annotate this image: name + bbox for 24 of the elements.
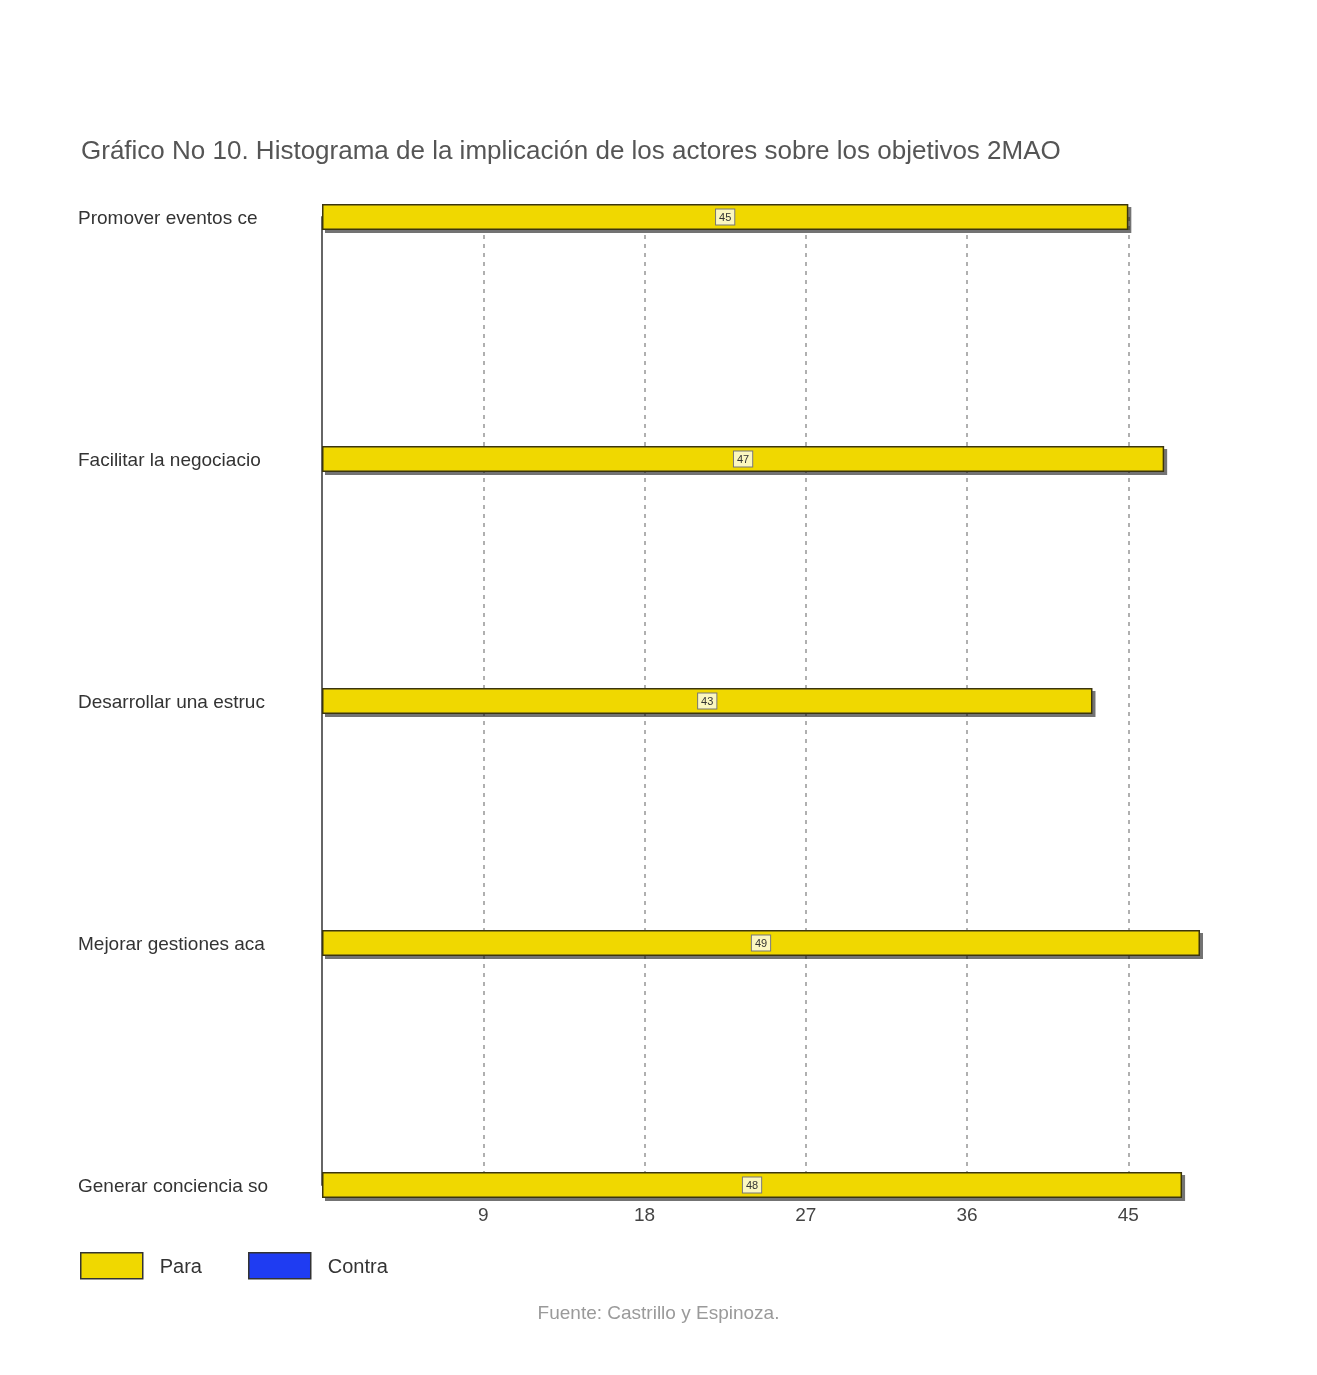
x-tick-label: 9 xyxy=(477,1204,489,1225)
y-tick-label: Facilitar la negociacio xyxy=(78,448,261,470)
x-tick-label: 45 xyxy=(1117,1204,1139,1225)
data-label: 43 xyxy=(701,695,714,707)
y-tick-label: Desarrollar una estruc xyxy=(78,690,265,712)
annotation: Fuente: Castrillo y Espinoza. xyxy=(537,1302,780,1323)
bar xyxy=(322,688,1093,714)
chart-title: Gráfico No 10. Histograma de la implicación de los actores sobre los objetivos 2MAO xyxy=(81,135,1061,165)
bar xyxy=(322,446,1165,472)
bar xyxy=(322,204,1129,230)
x-tick-label: 36 xyxy=(956,1204,978,1225)
bar xyxy=(322,1172,1183,1198)
legend-label: Para xyxy=(159,1254,203,1277)
data-label: 48 xyxy=(745,1179,759,1191)
legend-label: Contra xyxy=(327,1254,389,1277)
y-tick-label: Generar conciencia so xyxy=(78,1174,269,1196)
x-tick-label: 18 xyxy=(633,1204,656,1225)
data-label: 49 xyxy=(754,937,768,949)
data-label: 47 xyxy=(736,453,750,465)
y-tick-label: Mejorar gestiones aca xyxy=(78,932,266,954)
x-tick-label: 27 xyxy=(795,1204,817,1225)
y-tick-label: Promover eventos ce xyxy=(78,206,258,228)
data-label: 45 xyxy=(719,211,732,223)
bar xyxy=(322,930,1200,956)
